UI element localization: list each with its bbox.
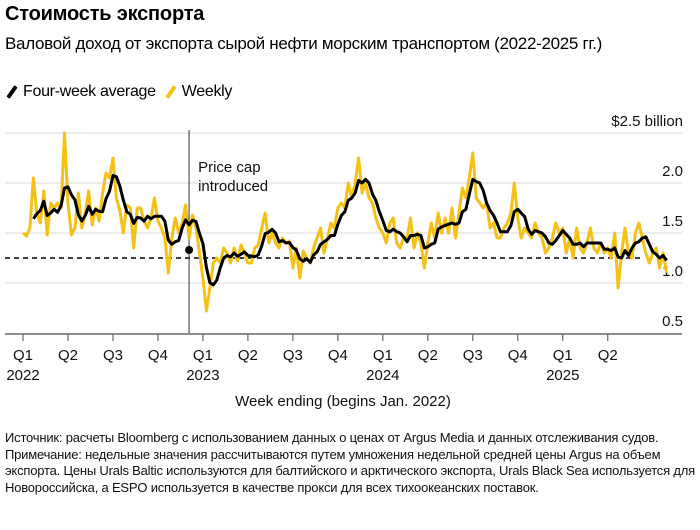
x-tick-year-label: 2023 [186,367,219,384]
methodology-note: Примечание: недельные значения рассчитыв… [5,446,695,495]
price-cap-marker [185,246,194,254]
x-tick-year-label: 2022 [6,367,39,384]
x-tick-label: Q4 [508,347,528,364]
y-tick-label: 1.5 [662,213,683,230]
chart-plot: 0.5 1.0 1.5 2.0 $2.5 billion Price cap intro… [5,113,683,410]
y-axis-labels: 0.5 1.0 1.5 2.0 $2.5 billion [611,113,683,330]
footnotes: Источник: расчеты Bloomberg с использова… [5,430,695,496]
legend-item-four-week: Four-week average [5,83,156,101]
legend-item-weekly: Weekly [164,83,232,101]
x-tick-label: Q2 [418,347,438,364]
legend: Four-week average Weekly [5,83,240,101]
x-tick-label: Q4 [148,347,168,364]
x-tick-label: Q1 [553,347,573,364]
legend-swatch-weekly-icon [165,85,177,99]
chart-title: Стоимость экспорта [5,3,205,25]
price-cap-label-line1: Price cap [198,159,261,176]
x-tick-label: Q1 [193,347,213,364]
x-tick-label: Q2 [238,347,258,364]
x-tick-label: Q2 [58,347,78,364]
x-tick-label: Q4 [328,347,348,364]
price-cap-label-line2: introduced [198,178,268,195]
x-axis-title: Week ending (begins Jan. 2022) [235,393,451,410]
y-tick-label: 2.0 [662,163,683,180]
x-tick-label: Q1 [13,347,33,364]
legend-swatch-four-week-icon [6,85,18,99]
four-week-average-line [32,174,668,287]
chart-subtitle: Валовой доход от экспорта сырой нефти мо… [5,34,603,53]
x-tick-label: Q3 [103,347,123,364]
legend-label-four-week: Four-week average [23,83,156,100]
x-tick-label: Q3 [283,347,303,364]
y-tick-label: $2.5 billion [611,113,683,130]
x-tick-year-label: 2024 [366,367,399,384]
y-tick-label: 0.5 [662,313,683,330]
x-tick-label: Q2 [598,347,618,364]
y-tick-label: 1.0 [662,263,683,280]
legend-label-weekly: Weekly [181,83,233,100]
source-note: Источник: расчеты Bloomberg с использова… [5,430,659,445]
x-axis-ticks: Q1 2022 Q2 Q3 Q4 Q1 2023 Q2 Q3 Q4 Q1 2024 Q2 Q3 Q4 Q1 20… [6,334,618,384]
weekly-series-line [22,131,669,313]
x-tick-label: Q1 [373,347,393,364]
x-tick-label: Q3 [463,347,483,364]
x-tick-year-label: 2025 [546,367,579,384]
